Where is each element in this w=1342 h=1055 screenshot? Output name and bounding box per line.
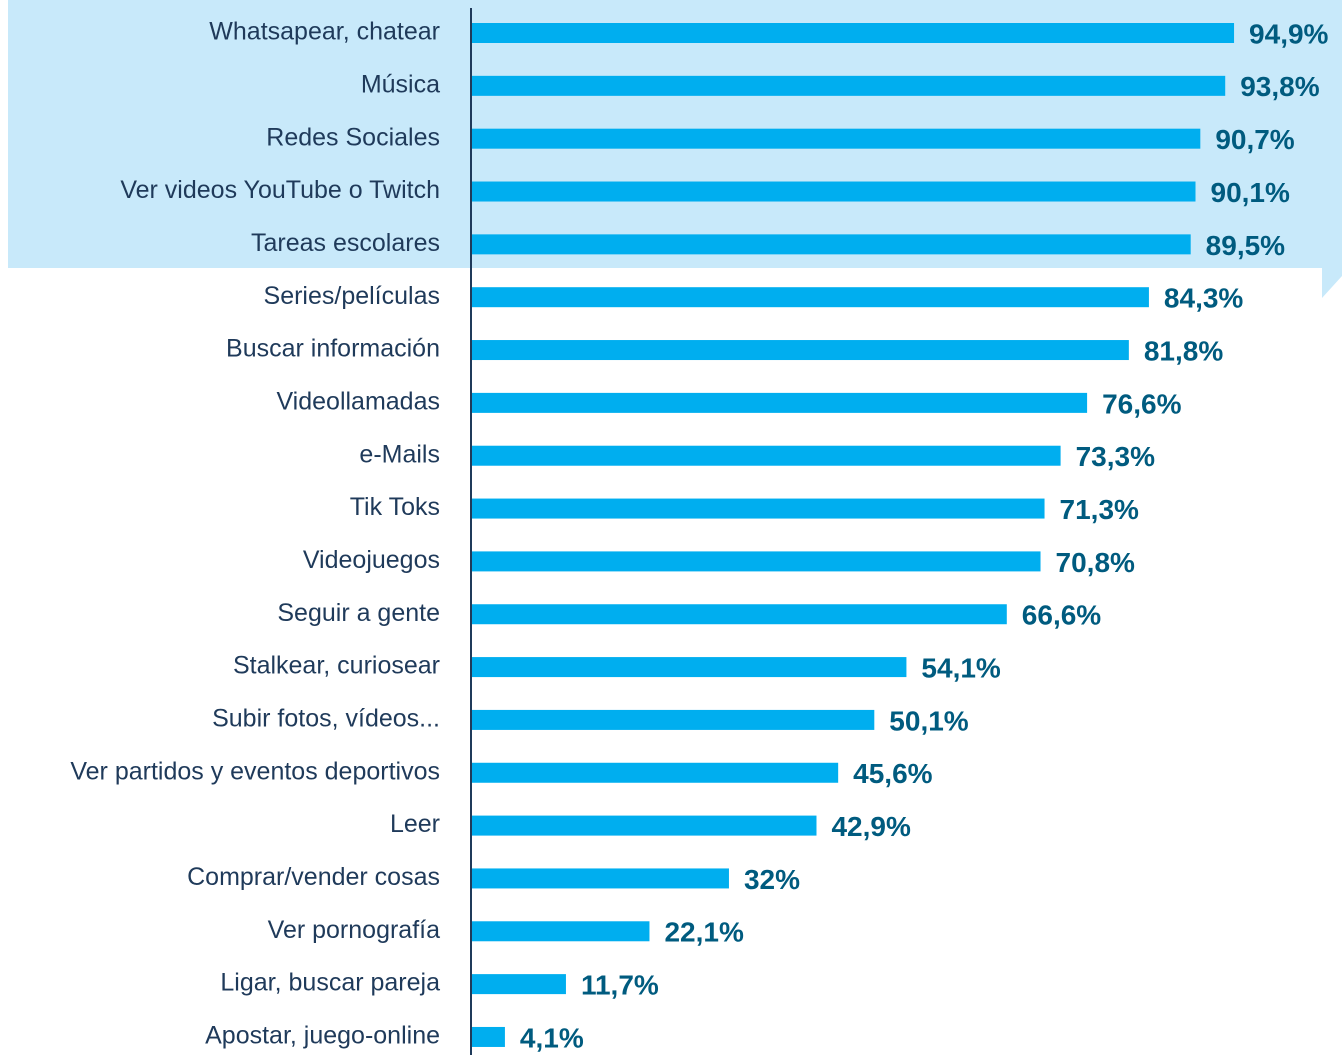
category-label: Comprar/vender cosas (187, 863, 440, 891)
category-label: Videojuegos (303, 546, 440, 574)
bar (472, 128, 1201, 149)
bar (472, 287, 1149, 308)
bar (472, 75, 1226, 96)
bar (472, 445, 1061, 466)
category-label: Ver pornografía (268, 916, 440, 944)
category-label: Redes Sociales (266, 123, 440, 151)
value-label: 76,6% (1102, 388, 1181, 419)
value-label: 93,8% (1240, 71, 1319, 102)
bar (472, 23, 1235, 43)
bar (472, 815, 817, 836)
category-label: Stalkear, curiosear (233, 652, 440, 680)
category-label: e-Mails (359, 440, 440, 468)
category-label: Música (361, 70, 440, 98)
value-label: 90,7% (1215, 124, 1294, 155)
value-label: 54,1% (921, 652, 1000, 683)
value-label: 94,9% (1249, 18, 1328, 49)
category-label: Videollamadas (276, 387, 440, 415)
category-label: Ver videos YouTube o Twitch (120, 176, 440, 204)
value-label: 89,5% (1206, 230, 1285, 261)
bar (472, 1026, 505, 1047)
value-label: 11,7% (581, 970, 659, 1001)
value-label: 81,8% (1144, 335, 1223, 366)
value-label: 45,6% (853, 758, 932, 789)
bar (472, 498, 1045, 519)
value-label: 70,8% (1056, 547, 1135, 578)
category-label: Whatsapear, chatear (209, 18, 440, 46)
category-label: Tik Toks (350, 493, 440, 521)
value-label: 73,3% (1076, 441, 1155, 472)
category-label: Series/películas (264, 282, 440, 310)
value-label: 4,1% (520, 1022, 584, 1053)
category-label: Subir fotos, vídeos... (212, 705, 440, 733)
value-label: 71,3% (1060, 494, 1139, 525)
bar (472, 234, 1191, 255)
value-label: 32% (744, 864, 800, 895)
value-label: 66,6% (1022, 600, 1101, 631)
category-label: Ver partidos y eventos deportivos (70, 757, 440, 785)
bar (472, 657, 907, 678)
category-label: Ligar, buscar pareja (220, 969, 440, 997)
highlight-region (8, 0, 1342, 298)
bar (472, 921, 650, 942)
value-label: 42,9% (831, 811, 910, 842)
category-label: Seguir a gente (277, 599, 440, 627)
bar (472, 762, 839, 783)
category-label: Apostar, juego-online (205, 1022, 440, 1050)
bar (472, 340, 1129, 361)
bar (472, 604, 1007, 625)
value-label: 84,3% (1164, 283, 1243, 314)
bar (472, 974, 566, 995)
category-label: Buscar información (226, 335, 440, 363)
category-label: Tareas escolares (251, 229, 440, 257)
category-label: Leer (390, 810, 440, 838)
value-label: 22,1% (664, 917, 743, 948)
value-label: 90,1% (1211, 177, 1290, 208)
value-label: 50,1% (889, 705, 968, 736)
bar (472, 868, 729, 889)
bar (472, 551, 1041, 572)
bar (472, 392, 1088, 413)
bar (472, 181, 1196, 202)
bar (472, 709, 875, 730)
